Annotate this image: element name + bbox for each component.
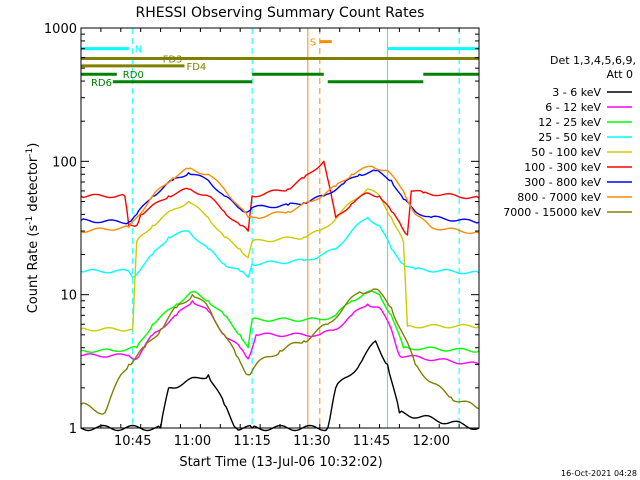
legend-header-detectors: Det 1,3,4,5,6,9, — [550, 54, 636, 67]
y-tick-label-3: 1000 — [44, 22, 77, 37]
series-line-3 — [80, 290, 480, 353]
series-line-6 — [80, 160, 480, 236]
legend-label-7: 800 - 7000 keV — [517, 191, 601, 204]
x-tick-label-3: 11:30 — [293, 434, 330, 449]
y-tick-label-1: 10 — [60, 289, 77, 304]
x-tick-label-1: 11:00 — [174, 434, 211, 449]
y-tick-label-2: 100 — [52, 155, 77, 170]
y-tick-label-0: 1 — [69, 422, 77, 437]
interval-rd6-label: RD6 — [91, 78, 112, 89]
y-axis-label-main: Count Rate (s — [26, 225, 41, 314]
x-tick-label-0: 10:45 — [114, 434, 151, 449]
legend-label-0: 3 - 6 keV — [552, 86, 601, 99]
legend-label-3: 25 - 50 keV — [538, 131, 601, 144]
x-tick-label-5: 12:00 — [413, 434, 450, 449]
x-axis-label: Start Time (13-Jul-06 10:32:02) — [179, 455, 382, 470]
interval-s-label: S — [310, 38, 316, 49]
x-tick-label-4: 11:45 — [353, 434, 390, 449]
footer-timestamp: 16-Oct-2021 04:28 — [561, 469, 637, 478]
series-line-9 — [80, 288, 480, 415]
legend-label-8: 7000 - 15000 keV — [503, 206, 601, 219]
y-axis: 1 10 100 1000 — [44, 22, 479, 437]
y-axis-label-mid: detector — [26, 156, 41, 216]
interval-fd4-label: FD4 — [186, 62, 206, 73]
y-axis-label: Count Rate (s-1 detector-1) — [25, 143, 41, 314]
legend-label-6: 300 - 800 keV — [524, 176, 601, 189]
x-tick-label-2: 11:15 — [233, 434, 270, 449]
legend-header-attenuator: Att 0 — [607, 68, 633, 81]
interval-fd3-label: FD3 — [163, 55, 183, 66]
legend-label-4: 50 - 100 keV — [531, 146, 601, 159]
interval-rd0-label: RD0 — [123, 70, 144, 81]
interval-n-label: N — [135, 45, 142, 56]
legend-label-1: 6 - 12 keV — [545, 101, 601, 114]
series-line-7 — [80, 169, 480, 225]
legend: Det 1,3,4,5,6,9, Att 0 3 - 6 keV 6 - 12 k… — [503, 54, 636, 219]
y-axis-label-sup2: -1 — [25, 148, 35, 157]
legend-label-5: 100 - 300 keV — [524, 161, 601, 174]
series-line-4 — [80, 216, 480, 278]
y-axis-label-end: ) — [26, 143, 41, 148]
series-line-8 — [80, 165, 480, 234]
x-axis: 10:45 11:00 11:15 11:30 11:45 12:00 — [80, 28, 480, 449]
series-line-5 — [80, 188, 480, 332]
y-axis-label-sup1: -1 — [25, 216, 35, 225]
legend-label-2: 12 - 25 keV — [538, 116, 601, 129]
chart-title: RHESSI Observing Summary Count Rates — [136, 5, 425, 21]
legend-entries: 3 - 6 keV 6 - 12 keV 12 - 25 keV 25 - 50 ke… — [503, 86, 632, 219]
